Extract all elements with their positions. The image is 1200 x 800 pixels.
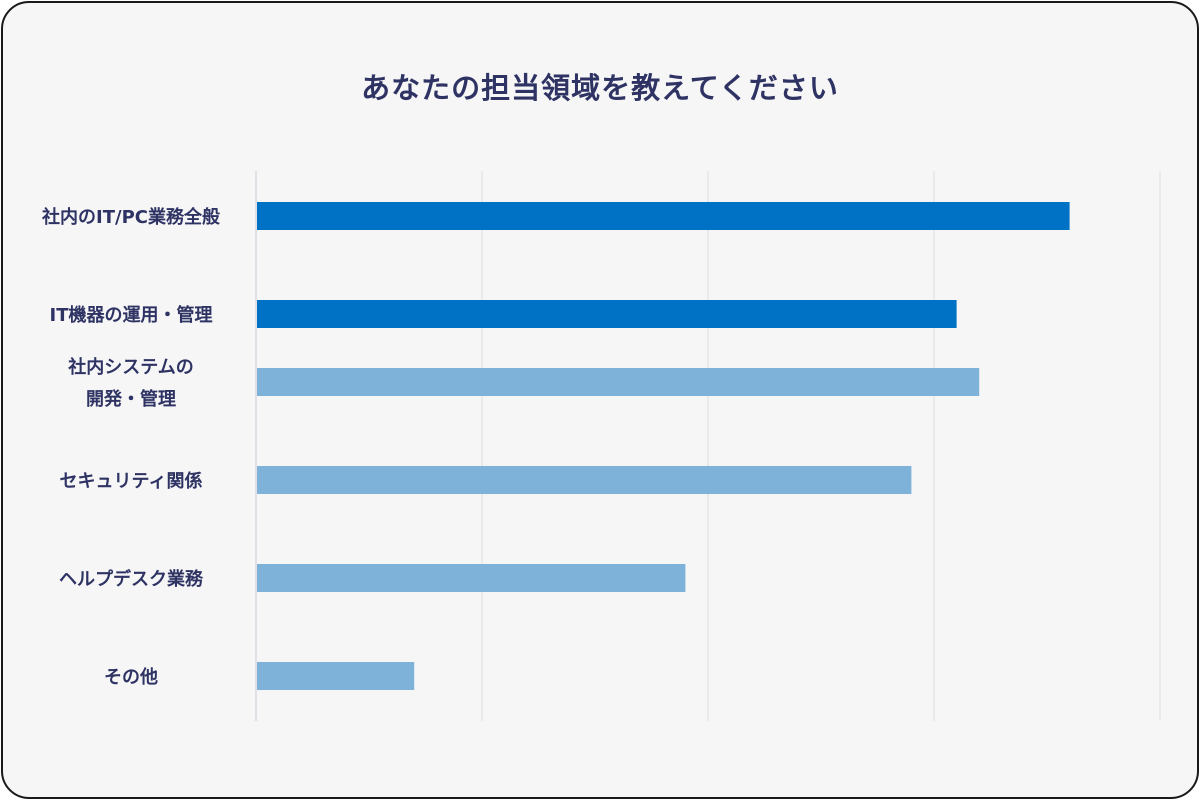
category-label: ヘルプデスク業務 bbox=[59, 568, 204, 590]
chart-title: あなたの担当領域を教えてください bbox=[361, 71, 839, 105]
bar bbox=[257, 466, 912, 494]
bar bbox=[257, 368, 980, 396]
bar-chart: 社内のIT/PC業務全般 IT機器の運用・管理社内システムの開発・管理セキュリティ… bbox=[42, 171, 1161, 721]
category-label: 社内のIT/PC業務全般 bbox=[42, 206, 220, 228]
bar bbox=[257, 662, 415, 690]
category-label: セキュリティ関係 bbox=[60, 470, 203, 492]
bar bbox=[257, 300, 957, 328]
bar bbox=[257, 564, 686, 592]
bar bbox=[257, 202, 1070, 230]
category-label: その他 bbox=[104, 666, 158, 688]
category-label: IT機器の運用・管理 bbox=[50, 304, 213, 326]
category-label: 社内システムの開発・管理 bbox=[68, 356, 193, 410]
